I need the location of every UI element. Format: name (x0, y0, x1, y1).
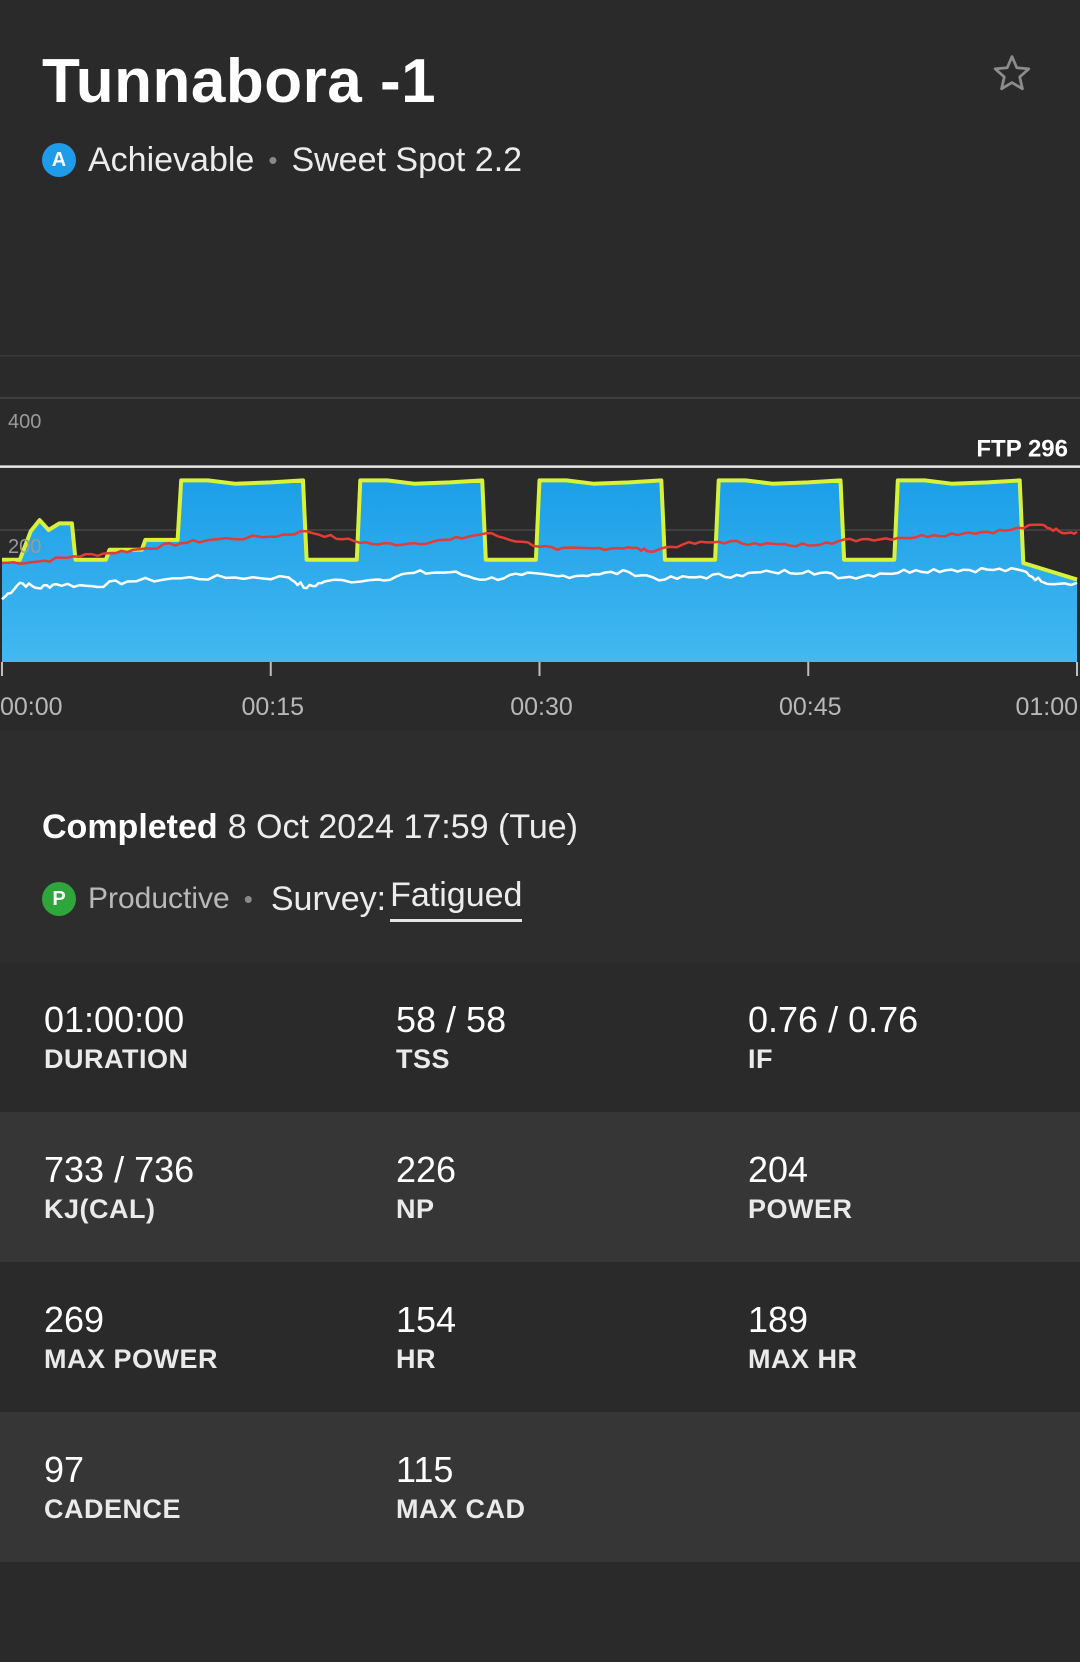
status-row: P Productive • Survey: Fatigued (42, 876, 523, 922)
x-tick-label: 00:00 (0, 693, 63, 721)
power-area (2, 480, 1077, 662)
stat-duration: 01:00:00 DURATION (44, 998, 188, 1076)
stat-label: TSS (396, 1044, 451, 1074)
ftp-label: FTP 296 (976, 436, 1068, 463)
achievable-level-icon: A (42, 143, 76, 177)
stat-label: CADENCE (44, 1494, 182, 1524)
power-target-line (2, 478, 1078, 582)
stat-value: 115 (396, 1449, 454, 1490)
stat-label: KJ(CAL) (44, 1194, 156, 1224)
stat-tss: 58 / 58 TSS (396, 998, 506, 1076)
workout-profile: Sweet Spot 2.2 (291, 140, 523, 179)
stat-power: 204 POWER (748, 1148, 853, 1226)
stat-max-power: 269 MAX POWER (44, 1298, 218, 1376)
survey-value-link[interactable]: Fatigued (390, 876, 523, 922)
stat-label: MAX CAD (396, 1494, 526, 1524)
stat-label: MAX HR (748, 1344, 858, 1374)
y-tick-label: 400 (8, 411, 41, 433)
stat-label: POWER (748, 1194, 853, 1224)
stat-label: IF (748, 1044, 773, 1074)
stat-value: 97 (44, 1449, 85, 1490)
y-tick-label: 200 (8, 536, 41, 558)
stat-max-cad: 115 MAX CAD (396, 1448, 526, 1526)
stat-value: 226 (396, 1149, 457, 1190)
stats-row: 97 CADENCE 115 MAX CAD (0, 1412, 1080, 1562)
stat-value: 204 (748, 1149, 809, 1190)
completed-label: Completed (42, 808, 218, 846)
stat-value: 154 (396, 1299, 457, 1340)
stat-value: 269 (44, 1299, 105, 1340)
completion-datetime: 8 Oct 2024 17:59 (Tue) (227, 808, 578, 846)
stat-kj: 733 / 736 KJ(CAL) (44, 1148, 194, 1226)
star-outline-icon[interactable] (990, 52, 1034, 96)
stat-np: 226 NP (396, 1148, 456, 1226)
cadence-line (1, 566, 1078, 601)
completion-info: Completed 8 Oct 2024 17:59 (Tue) (42, 808, 578, 847)
x-tick-label: 00:15 (241, 693, 304, 721)
stats-grid: 01:00:00 DURATION 58 / 58 TSS 0.76 / 0.7… (0, 962, 1080, 1662)
stat-label: MAX POWER (44, 1344, 219, 1374)
stats-row: 733 / 736 KJ(CAL) 226 NP 204 POWER (0, 1112, 1080, 1262)
workout-header: Tunnabora -1 A Achievable • Sweet Spot 2… (0, 0, 1080, 355)
stat-label: DURATION (44, 1044, 189, 1074)
completion-section: Completed 8 Oct 2024 17:59 (Tue) P Produc… (0, 730, 1080, 962)
survey-label: Survey: (270, 879, 387, 918)
x-tick-label: 00:45 (779, 693, 842, 721)
stats-row: 269 MAX POWER 154 HR 189 MAX HR (0, 1262, 1080, 1412)
stats-row-empty (0, 1562, 1080, 1662)
stat-hr: 154 HR (396, 1298, 456, 1376)
heart-rate-line (1, 523, 1078, 566)
productive-rating-icon: P (42, 882, 76, 916)
stat-if: 0.76 / 0.76 IF (748, 998, 918, 1076)
x-tick-label: 01:00 (1015, 693, 1078, 721)
workout-subtitle: A Achievable • Sweet Spot 2.2 (42, 138, 522, 182)
stat-max-hr: 189 MAX HR (748, 1298, 858, 1376)
stat-label: NP (396, 1194, 435, 1224)
stat-value: 0.76 / 0.76 (748, 999, 919, 1040)
stat-cadence: 97 CADENCE (44, 1448, 181, 1526)
stat-value: 189 (748, 1299, 809, 1340)
stat-value: 58 / 58 (396, 999, 507, 1040)
workout-title: Tunnabora -1 (42, 47, 437, 116)
rating-label: Productive (88, 882, 230, 915)
workout-chart: 400 200 FTP 296 00:00 00:15 00:30 00:45 01:00 (0, 355, 1080, 730)
stat-value: 733 / 736 (44, 1149, 195, 1190)
stats-row: 01:00:00 DURATION 58 / 58 TSS 0.76 / 0.7… (0, 962, 1080, 1112)
separator-dot: • (268, 144, 278, 175)
x-tick-label: 00:30 (510, 693, 573, 721)
stat-value: 01:00:00 (44, 999, 185, 1040)
separator-dot: • (243, 883, 253, 914)
difficulty-level: Achievable (88, 140, 255, 179)
stat-label: HR (396, 1344, 436, 1374)
power-chart-svg: 400 200 FTP 296 00:00 00:15 00:30 00:45 01:00 (0, 355, 1080, 730)
